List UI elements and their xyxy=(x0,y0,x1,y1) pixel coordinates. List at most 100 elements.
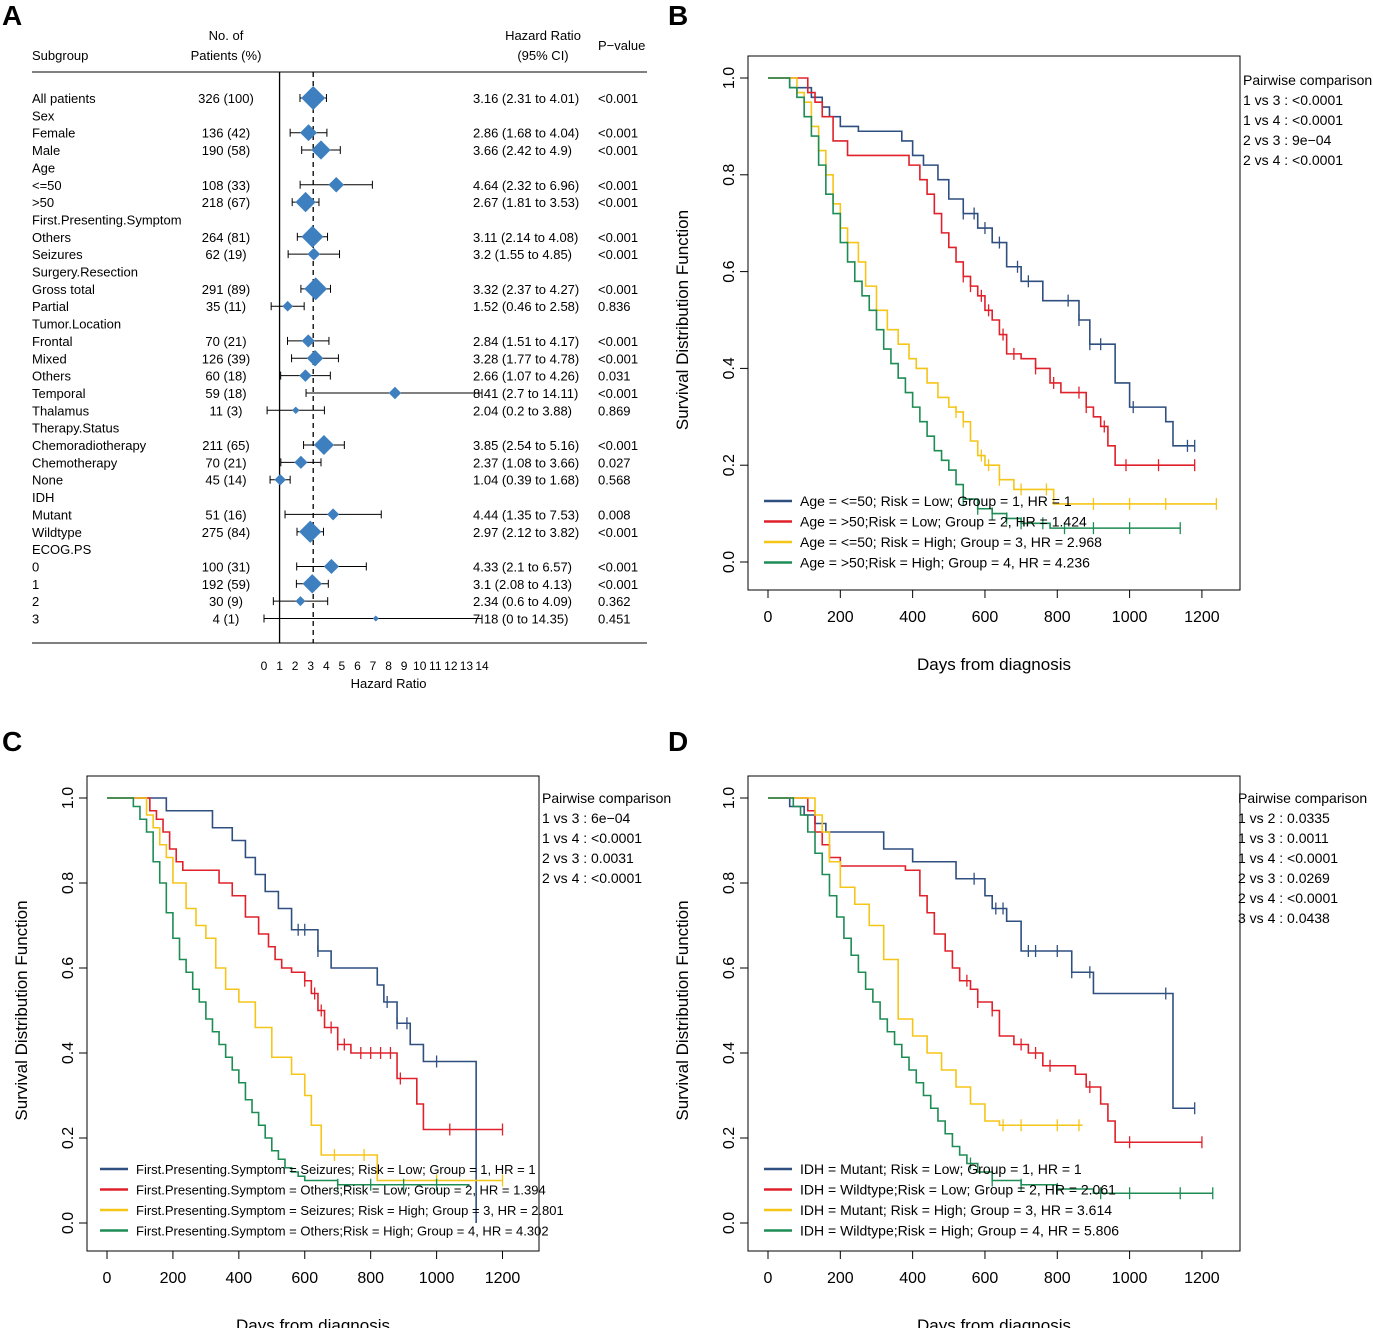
row-hr-ci: 4.64 (2.32 to 6.96) xyxy=(473,178,579,193)
row-pvalue: 0.031 xyxy=(598,369,631,384)
row-pvalue: <0.001 xyxy=(598,143,638,158)
row-label: 3 xyxy=(32,612,39,627)
km-curve-1 xyxy=(107,797,477,1223)
header-patients-1: No. of xyxy=(209,28,244,43)
y-tick-label: 0.8 xyxy=(721,872,738,894)
x-tick-label: 400 xyxy=(899,609,926,626)
hr-diamond xyxy=(372,615,379,622)
row-patients: 100 (31) xyxy=(202,559,250,574)
row-pvalue: <0.001 xyxy=(598,178,638,193)
row-label: Tumor.Location xyxy=(32,317,121,332)
row-patients: 192 (59) xyxy=(202,577,250,592)
x-tick-label: 600 xyxy=(972,609,999,626)
row-label: Mixed xyxy=(32,351,67,366)
pairwise-item: 2 vs 4 : <0.0001 xyxy=(1243,152,1343,168)
x-tick-label: 1200 xyxy=(1184,609,1220,626)
row-pvalue: <0.001 xyxy=(598,525,638,540)
x-tick-label: 200 xyxy=(827,609,854,626)
row-label: Seizures xyxy=(32,247,83,262)
x-tick-label: 1200 xyxy=(1184,1270,1220,1287)
x-tick-label: 13 xyxy=(460,659,474,673)
pairwise-item: 1 vs 3 : 6e−04 xyxy=(542,810,631,826)
row-pvalue: 0.008 xyxy=(598,507,631,522)
x-tick-label: 0 xyxy=(103,1270,112,1287)
panel-b: B 0 200 400 600 800 1000 1200 0.0 0.2 0.4 0.6 0.8 1.… xyxy=(668,0,1373,700)
row-hr-ci: 3.1 (2.08 to 4.13) xyxy=(473,577,572,592)
x-tick-label: 5 xyxy=(339,659,346,673)
x-tick-label: 1000 xyxy=(419,1270,455,1287)
pairwise-title: Pairwise comparison xyxy=(1243,72,1372,88)
x-tick-label: 1000 xyxy=(1112,1270,1148,1287)
row-hr-ci: 2.66 (1.07 to 4.26) xyxy=(473,369,579,384)
row-hr-ci: 3.66 (2.42 to 4.9) xyxy=(473,143,572,158)
header-hr-1: Hazard Ratio xyxy=(505,28,581,43)
row-pvalue: <0.001 xyxy=(598,230,638,245)
legend-entry: Age = >50;Risk = High; Group = 4, HR = 4… xyxy=(800,555,1090,571)
y-tick-label: 0.8 xyxy=(721,164,738,186)
y-tick-label: 0.0 xyxy=(721,1212,738,1234)
pairwise-item: 1 vs 3 : 0.0011 xyxy=(1238,830,1329,846)
row-patients: 4 (1) xyxy=(213,612,240,627)
legend-entry: IDH = Mutant; Risk = Low; Group = 1, HR … xyxy=(800,1161,1082,1177)
row-patients: 30 (9) xyxy=(209,594,243,609)
x-tick-label: 0 xyxy=(764,1270,773,1287)
pairwise-item: 2 vs 3 : 0.0269 xyxy=(1238,870,1330,886)
row-hr-ci: 1.52 (0.46 to 2.58) xyxy=(473,299,579,314)
row-pvalue: <0.001 xyxy=(598,559,638,574)
row-label: First.Presenting.Symptom xyxy=(32,212,182,227)
row-pvalue: 0.451 xyxy=(598,612,631,627)
x-axis-label: Days from diagnosis xyxy=(917,655,1071,674)
y-tick-label: 1.0 xyxy=(721,787,738,809)
hr-diamond xyxy=(295,191,316,213)
row-patients: 126 (39) xyxy=(202,351,250,366)
km-plot-c: 0 200 400 600 800 1000 1200 0.0 0.2 0.4 0.6 0.8 1.0 D… xyxy=(12,775,671,1328)
row-patients: 62 (19) xyxy=(205,247,246,262)
panel-d: D 0 200 400 600 800 1000 1200 0.0 0.2 0.4 0.6 0.8 1.… xyxy=(668,720,1373,1328)
legend-entry: First.Presenting.Symptom = Seizures; Ris… xyxy=(136,1162,536,1177)
y-tick-label: 0.2 xyxy=(721,1127,738,1149)
hr-diamond xyxy=(301,86,326,110)
x-tick-label: 2 xyxy=(292,659,299,673)
row-pvalue: <0.001 xyxy=(598,126,638,141)
y-tick-label: 1.0 xyxy=(721,67,738,89)
hr-diamond xyxy=(274,473,286,486)
km-curve-4 xyxy=(107,797,470,1186)
hr-diamond xyxy=(388,386,402,400)
km-curve-4 xyxy=(768,797,1213,1195)
x-tick-label: 600 xyxy=(972,1270,999,1287)
row-label: IDH xyxy=(32,490,54,505)
row-patients: 70 (21) xyxy=(205,334,246,349)
pairwise-item: 1 vs 4 : <0.0001 xyxy=(1243,112,1343,128)
row-patients: 326 (100) xyxy=(198,91,254,106)
hr-diamond xyxy=(301,225,324,248)
row-hr-ci: 2.34 (0.6 to 4.09) xyxy=(473,594,572,609)
x-tick-label: 1000 xyxy=(1112,609,1148,626)
pairwise-item: 1 vs 3 : <0.0001 xyxy=(1243,92,1343,108)
panel-letter-c: C xyxy=(2,726,23,757)
row-patients: 211 (65) xyxy=(202,438,249,453)
hr-diamond xyxy=(306,350,324,367)
hr-diamond xyxy=(292,406,300,415)
x-tick-label: 12 xyxy=(444,659,458,673)
y-tick-label: 0.8 xyxy=(60,872,77,894)
y-tick-label: 0.4 xyxy=(721,1042,738,1064)
row-patients: 108 (33) xyxy=(202,178,250,193)
x-axis-label: Days from diagnosis xyxy=(236,1316,390,1328)
y-tick-label: 0.0 xyxy=(721,551,738,573)
km-curve-1 xyxy=(768,77,1195,447)
hr-diamond xyxy=(304,277,328,301)
row-label: 0 xyxy=(32,559,39,574)
row-hr-ci: 3.28 (1.77 to 4.78) xyxy=(473,351,579,366)
x-tick-label: 8 xyxy=(385,659,392,673)
pairwise-title: Pairwise comparison xyxy=(1238,790,1367,806)
pairwise-item: 3 vs 4 : 0.0438 xyxy=(1238,910,1330,926)
row-patients: 275 (84) xyxy=(202,525,250,540)
row-pvalue: 0.836 xyxy=(598,299,631,314)
row-label: Surgery.Resection xyxy=(32,265,138,280)
pairwise-item: 2 vs 4 : <0.0001 xyxy=(542,870,642,886)
row-pvalue: <0.001 xyxy=(598,247,638,262)
legend-entry: First.Presenting.Symptom = Seizures; Ris… xyxy=(136,1203,564,1218)
hr-diamond xyxy=(295,596,306,607)
row-label: Mutant xyxy=(32,507,72,522)
legend-entry: First.Presenting.Symptom = Others;Risk =… xyxy=(136,1183,546,1198)
